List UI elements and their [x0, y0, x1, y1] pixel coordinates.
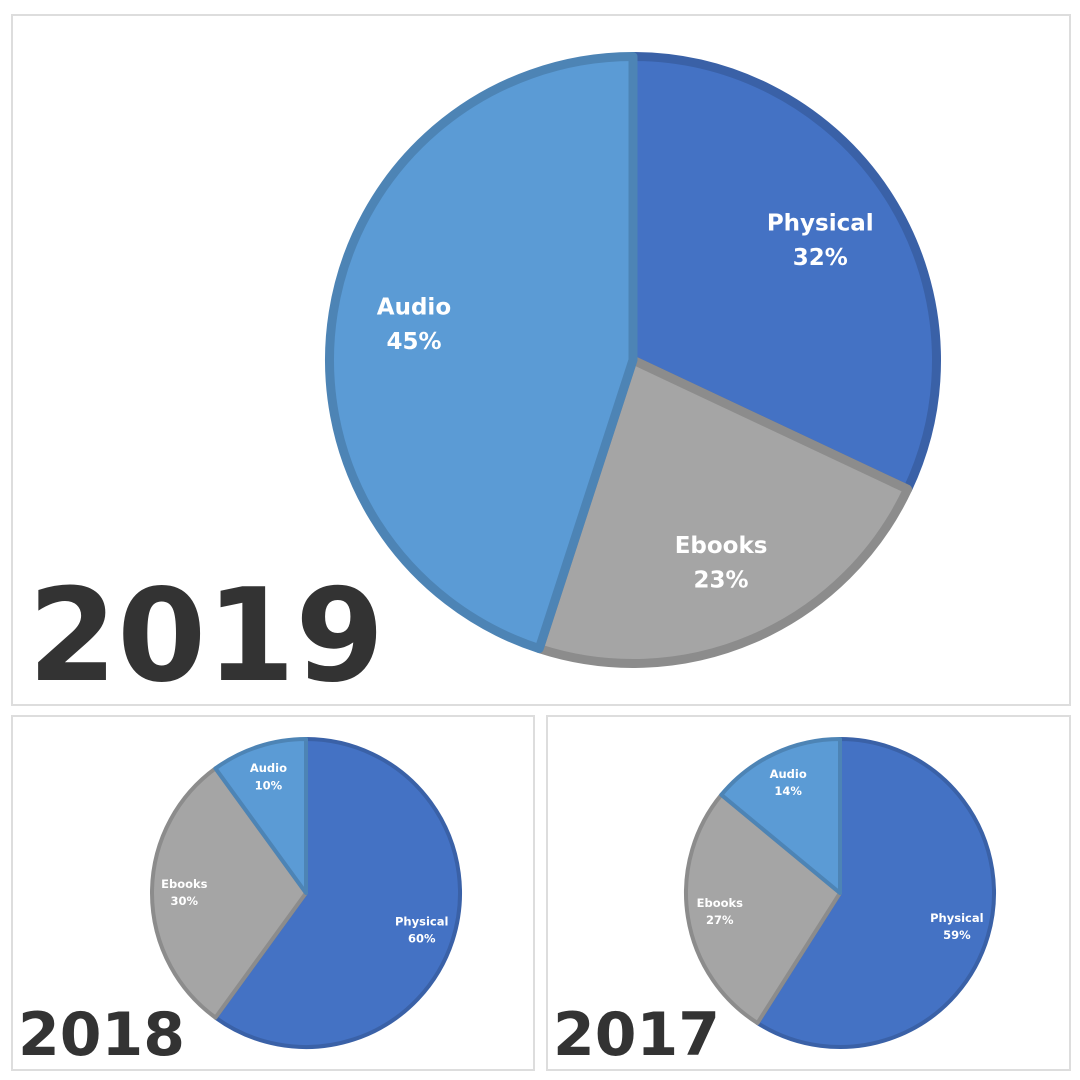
pie-slice [213, 737, 308, 895]
slice-category-label: Audio [250, 761, 287, 775]
slice-category-label: Ebooks [161, 877, 208, 891]
slice-category-label: Physical [930, 911, 983, 925]
pie-slice [534, 355, 913, 668]
chart-title: 2017 [553, 1000, 720, 1070]
slice-value-label: 30% [171, 894, 199, 908]
slice-value-label: 59% [943, 928, 971, 942]
slice-category-label: Ebooks [675, 533, 768, 559]
slice-value-label: 27% [706, 913, 734, 927]
pie-slice [213, 737, 462, 1049]
slice-value-label: 60% [408, 932, 436, 946]
slice-value-label: 10% [255, 778, 283, 792]
pie-slice [628, 52, 941, 494]
pie-slice [325, 52, 638, 654]
slice-value-label: 14% [774, 784, 802, 798]
slice-value-label: 45% [386, 329, 441, 355]
slice-value-label: 32% [793, 245, 848, 271]
chart-title: 2018 [18, 1000, 185, 1070]
chart-title: 2019 [28, 562, 384, 711]
slice-category-label: Audio [377, 295, 451, 321]
slice-value-label: 23% [694, 567, 749, 593]
slice-category-label: Physical [395, 914, 448, 928]
slice-category-label: Physical [767, 210, 874, 236]
slice-category-label: Audio [770, 767, 807, 781]
pie-slice [719, 737, 842, 895]
slice-category-label: Ebooks [697, 896, 744, 910]
pie-slice [684, 792, 842, 1026]
pie-slice [755, 737, 996, 1049]
pie-slice [150, 766, 308, 1020]
